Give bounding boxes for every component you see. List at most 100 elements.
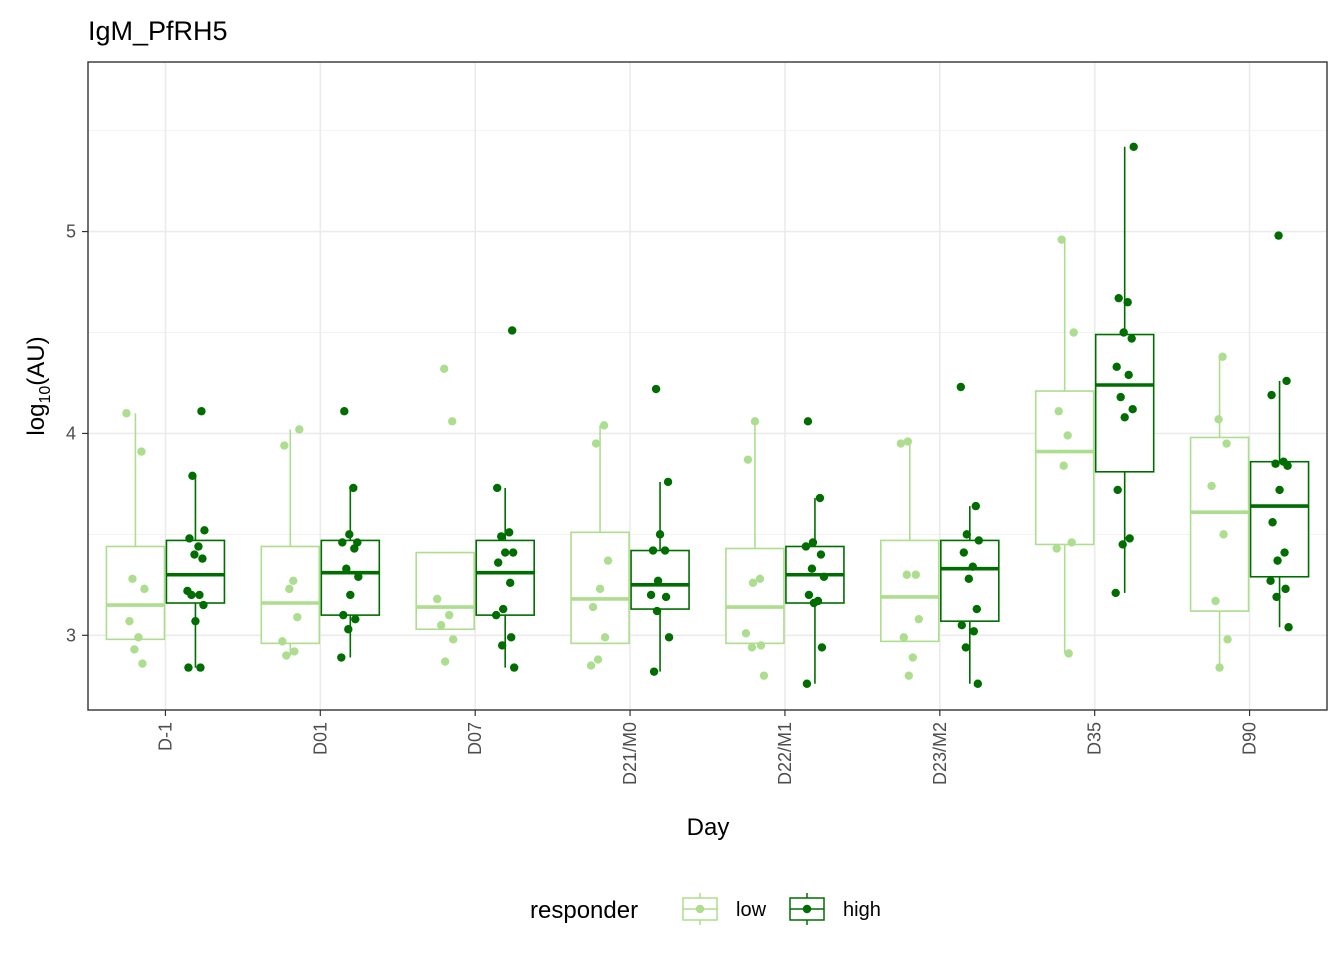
box-low bbox=[415, 551, 475, 631]
data-point-high bbox=[354, 572, 363, 581]
data-point-high bbox=[808, 538, 818, 547]
data-point-high bbox=[196, 663, 205, 672]
data-point-high bbox=[337, 653, 346, 662]
data-point-low bbox=[899, 633, 909, 642]
data-point-high bbox=[194, 542, 203, 551]
box-high bbox=[1094, 333, 1155, 473]
data-point-low bbox=[1067, 538, 1076, 547]
data-point-high bbox=[190, 550, 199, 559]
y-tick-label: 5 bbox=[66, 222, 76, 242]
data-point-high bbox=[655, 530, 665, 539]
data-point-high bbox=[972, 604, 982, 614]
data-point-high bbox=[1283, 461, 1292, 470]
data-point-high bbox=[973, 679, 983, 688]
data-point-high bbox=[200, 526, 209, 535]
data-point-high bbox=[498, 604, 508, 614]
data-point-low bbox=[600, 633, 610, 642]
legend: responder low high bbox=[530, 893, 881, 925]
data-point-low bbox=[741, 629, 751, 638]
data-point-high bbox=[661, 592, 671, 602]
box-high bbox=[320, 539, 381, 616]
y-axis-title: log10(AU) bbox=[23, 336, 54, 435]
data-point-high bbox=[1118, 540, 1127, 549]
box-low bbox=[1189, 436, 1250, 612]
data-point-low bbox=[743, 455, 753, 464]
data-point-low bbox=[1215, 663, 1224, 672]
data-point-high bbox=[198, 554, 207, 563]
data-point-low bbox=[1052, 544, 1061, 553]
data-point-high bbox=[1271, 459, 1280, 468]
data-point-high bbox=[1120, 413, 1129, 422]
data-point-low bbox=[290, 647, 299, 656]
data-point-high bbox=[803, 417, 813, 426]
data-point-low bbox=[588, 602, 598, 612]
data-point-low bbox=[603, 556, 613, 565]
data-point-high bbox=[504, 528, 514, 537]
data-point-low bbox=[586, 661, 596, 670]
data-point-high bbox=[1111, 588, 1120, 598]
boxes-layer bbox=[105, 146, 1310, 684]
data-point-low bbox=[137, 447, 146, 456]
data-point-high bbox=[496, 532, 506, 541]
data-point-high bbox=[649, 667, 659, 676]
data-point-high bbox=[351, 614, 360, 624]
data-point-high bbox=[652, 606, 662, 616]
data-point-high bbox=[801, 542, 811, 551]
data-point-low bbox=[914, 614, 924, 624]
data-point-high bbox=[1273, 556, 1282, 565]
data-point-low bbox=[278, 637, 287, 646]
y-axis: 3 4 5 bbox=[66, 222, 88, 645]
data-point-low bbox=[1059, 461, 1068, 470]
data-point-high bbox=[802, 679, 812, 688]
x-tick-label: D23/M2 bbox=[930, 722, 950, 785]
data-point-low bbox=[1063, 431, 1072, 440]
data-point-high bbox=[974, 536, 984, 545]
data-point-high bbox=[664, 633, 674, 642]
y-axis-title-subscript: 10 bbox=[37, 386, 54, 404]
data-point-high bbox=[1125, 534, 1134, 543]
data-point-high bbox=[1274, 231, 1283, 240]
legend-title: responder bbox=[530, 897, 638, 924]
data-point-low bbox=[440, 657, 450, 666]
plot-panel-border bbox=[87, 61, 1328, 711]
data-point-low bbox=[280, 441, 289, 450]
data-point-high bbox=[191, 616, 200, 626]
x-tick-label: D01 bbox=[310, 722, 330, 755]
data-point-high bbox=[804, 590, 814, 600]
data-point-high bbox=[1267, 390, 1276, 400]
data-point-low bbox=[595, 584, 605, 594]
data-point-high bbox=[653, 576, 663, 586]
data-point-high bbox=[500, 548, 510, 557]
data-point-high bbox=[964, 574, 974, 583]
data-point-low bbox=[908, 653, 918, 662]
x-axis: D-1 D01 D07 D21/M0 D22/M1 D23/M2 D35 D90 bbox=[155, 710, 1260, 785]
data-point-high bbox=[959, 548, 969, 557]
legend-keys bbox=[682, 893, 825, 925]
data-point-high bbox=[1129, 142, 1138, 151]
legend-label-low: low bbox=[736, 899, 767, 921]
data-point-high bbox=[1268, 518, 1277, 527]
data-point-high bbox=[969, 627, 979, 636]
data-point-low bbox=[1054, 407, 1063, 416]
data-point-high bbox=[663, 477, 673, 487]
x-tick-label: D22/M1 bbox=[775, 722, 795, 785]
data-point-low bbox=[125, 616, 134, 626]
data-point-high bbox=[809, 598, 819, 608]
data-point-low bbox=[282, 651, 291, 660]
data-point-high bbox=[971, 501, 981, 511]
data-point-low bbox=[759, 671, 769, 680]
data-point-high bbox=[184, 663, 193, 672]
data-point-low bbox=[285, 584, 294, 594]
data-point-low bbox=[902, 570, 912, 579]
data-point-high bbox=[816, 550, 826, 559]
data-point-low bbox=[747, 643, 757, 652]
data-point-low bbox=[599, 421, 609, 430]
data-point-high bbox=[660, 546, 670, 555]
x-tick-label: D-1 bbox=[155, 722, 175, 751]
data-point-high bbox=[1116, 392, 1125, 402]
data-point-low bbox=[755, 574, 765, 583]
data-point-low bbox=[756, 641, 766, 650]
box-low bbox=[570, 531, 630, 645]
points-layer bbox=[122, 142, 1293, 688]
